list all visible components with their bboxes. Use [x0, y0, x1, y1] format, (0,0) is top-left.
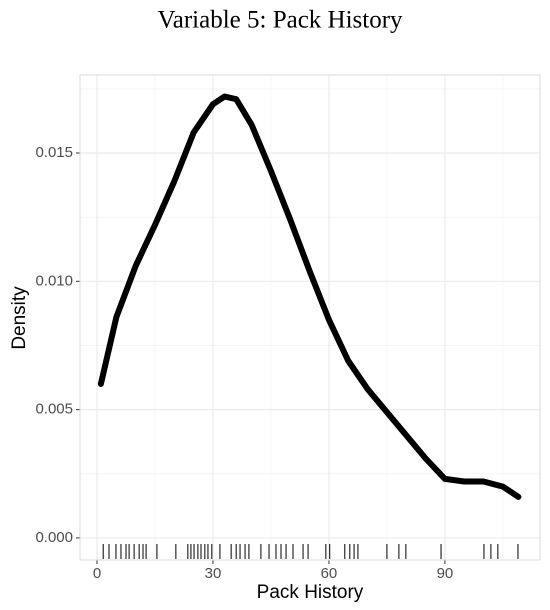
x-axis-title: Pack History: [257, 582, 364, 603]
panel-border: [79, 74, 541, 561]
x-tick-label: 90: [437, 565, 454, 582]
y-axis-title: Density: [9, 286, 30, 350]
x-tick-label: 0: [93, 565, 101, 582]
density-curve: [97, 93, 522, 500]
y-tick-label: 0.015: [35, 144, 73, 161]
y-tick-label: 0.005: [35, 401, 73, 418]
x-tick-label: 60: [321, 565, 338, 582]
chart-title: Variable 5: Pack History: [157, 7, 403, 34]
y-tick-label: 0.010: [35, 272, 73, 289]
y-tick-label: 0.000: [35, 529, 73, 546]
x-tick-label: 30: [205, 565, 222, 582]
